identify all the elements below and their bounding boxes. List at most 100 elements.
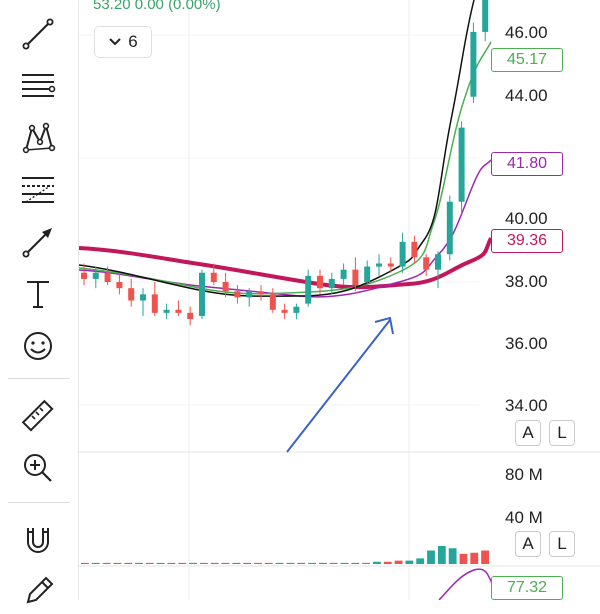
volume-bar [351, 562, 360, 564]
price-legend: 53.20 0.00 (0.00%) [93, 0, 221, 13]
ma-short-line [79, 0, 475, 297]
pencil-tool[interactable] [14, 570, 62, 614]
volume-bar [243, 562, 252, 564]
volume-bar [286, 562, 295, 564]
volume-bar [383, 561, 392, 564]
candle-body [151, 294, 158, 313]
volume-auto-scale-button[interactable]: A [515, 531, 541, 557]
annotation-arrow [286, 316, 394, 453]
candle-body [411, 241, 418, 258]
candle-body [258, 291, 264, 295]
volume-axis-label: 40 M [505, 508, 543, 527]
zoom-in-icon [24, 454, 52, 482]
volume-bar [221, 562, 230, 564]
trend-line-icon [22, 18, 54, 50]
price-axis-label: 34.00 [505, 396, 548, 415]
text-tool-icon [27, 281, 49, 308]
zoom-in-tool[interactable] [14, 446, 62, 490]
pattern-tool[interactable] [14, 116, 62, 160]
volume-bar [91, 562, 100, 564]
candle-body [281, 309, 288, 313]
price-axis-label: 44.00 [505, 86, 548, 105]
volume-bar [254, 562, 262, 564]
volume-bar [297, 562, 306, 564]
candle-body [340, 269, 347, 279]
candle-body [458, 127, 465, 202]
chart-canvas[interactable] [79, 0, 600, 600]
chart-grid [79, 0, 479, 600]
magnet-tool[interactable] [14, 518, 62, 562]
candle-body [364, 266, 371, 282]
candle-body [246, 291, 253, 298]
candle-body [81, 272, 87, 279]
candle-body [470, 31, 477, 97]
candle-body [116, 282, 123, 289]
volume-bars-group [81, 546, 489, 564]
candle-body [293, 306, 300, 313]
volume-bar [329, 562, 338, 564]
ma-mid-line [79, 159, 492, 298]
volume-log-scale-button[interactable]: L [549, 531, 575, 557]
volume-bar [167, 562, 176, 564]
volume-bar [394, 560, 403, 564]
price-tag-mid-ma: 41.80 [491, 152, 563, 176]
price-axis-label: 38.00 [505, 272, 548, 291]
ruler-tool[interactable] [14, 394, 62, 438]
interval-selector[interactable]: 6 [94, 26, 152, 58]
horizontal-lines-tool[interactable] [14, 64, 62, 108]
candle-body [187, 312, 194, 320]
drawing-toolbar [0, 0, 79, 604]
volume-bar [232, 562, 241, 564]
emoji-tool[interactable] [14, 324, 62, 368]
volume-bar [102, 562, 111, 564]
volume-bar [340, 562, 349, 564]
oscillator-value-tag: 77.32 [491, 576, 563, 600]
toolbar-divider [8, 502, 70, 503]
ma-fast-line [79, 41, 492, 295]
auto-scale-button[interactable]: A [515, 420, 541, 446]
price-axis-label: 36.00 [505, 334, 548, 353]
candle-body [446, 201, 453, 255]
toolbar-divider [8, 378, 70, 379]
candle-body [305, 275, 312, 304]
volume-bar [135, 562, 143, 564]
volume-bar [416, 558, 425, 564]
volume-bar [459, 553, 468, 564]
volume-bar [210, 562, 219, 564]
magnet-icon [27, 528, 49, 553]
candle-body [140, 294, 146, 301]
volume-bar [145, 562, 154, 564]
candle-body [175, 309, 182, 313]
arrow-icon [22, 228, 52, 258]
volume-bar [156, 562, 165, 564]
log-scale-button[interactable]: L [549, 420, 575, 446]
candle-body [317, 275, 323, 289]
volume-bar [448, 548, 457, 564]
candle-body [387, 263, 394, 267]
candle-body [92, 272, 99, 279]
oscillator-line [438, 568, 500, 600]
horizontal-lines-icon [22, 74, 56, 97]
candle-body [435, 254, 441, 270]
candle-body [352, 269, 359, 286]
candle-body [482, 0, 489, 32]
candle-body [222, 282, 229, 292]
volume-bar [318, 562, 327, 564]
volume-bar [362, 562, 371, 564]
ruler-icon [21, 399, 54, 432]
price-axis-label: 40.00 [505, 209, 548, 228]
candle-body [269, 294, 276, 310]
emoji-icon [24, 332, 52, 360]
arrow-tool[interactable] [14, 220, 62, 264]
candle-body [104, 272, 111, 282]
fib-retracement-tool[interactable] [14, 168, 62, 212]
volume-bar [427, 550, 435, 564]
text-tool[interactable] [14, 272, 62, 316]
volume-bar [178, 562, 187, 564]
trend-line-tool[interactable] [14, 12, 62, 56]
pattern-icon [22, 122, 56, 154]
fib-retracement-icon [22, 177, 54, 203]
volume-bar [199, 562, 208, 564]
volume-bar [437, 546, 446, 564]
volume-bar [264, 562, 273, 564]
